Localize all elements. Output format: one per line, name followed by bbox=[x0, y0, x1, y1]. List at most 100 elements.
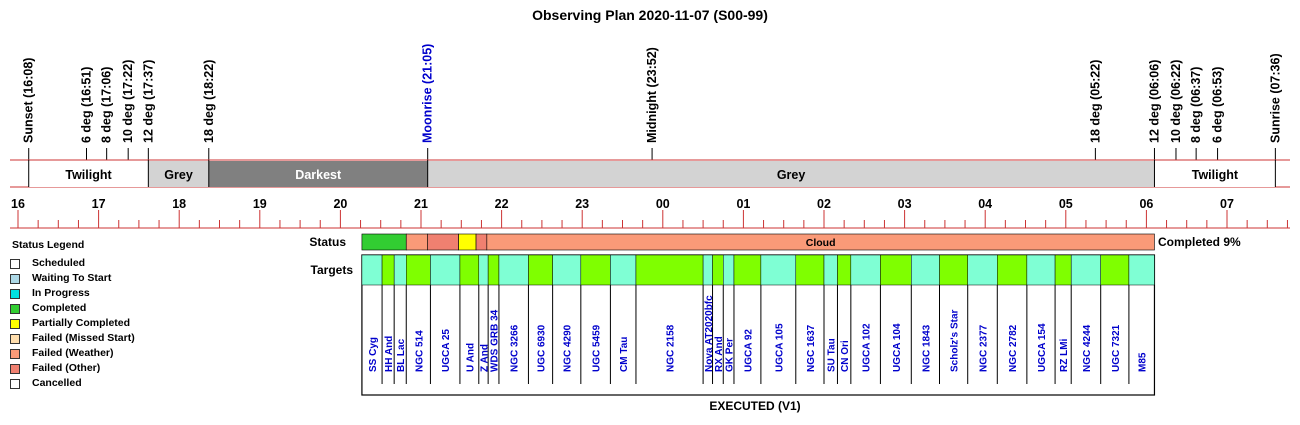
target-block bbox=[393, 254, 407, 286]
legend-item: Failed (Missed Start) bbox=[10, 332, 230, 346]
completed-percent: Completed 9% bbox=[1158, 235, 1241, 249]
hour-label: 23 bbox=[575, 197, 589, 211]
band-label: Grey bbox=[164, 168, 193, 182]
event-label: 10 deg (17:22) bbox=[121, 60, 135, 143]
event-label: 6 deg (06:53) bbox=[1211, 67, 1225, 143]
hour-label: 18 bbox=[172, 197, 186, 211]
legend-swatch bbox=[10, 334, 20, 344]
target-block bbox=[580, 254, 611, 286]
target-name: CN Ori bbox=[840, 340, 851, 372]
target-name: UGCA 92 bbox=[743, 329, 754, 372]
time-axis: 16 17 18 19 20 21 22 23 00 01 02 03 04 05 06 07 bbox=[10, 197, 1290, 229]
legend-label: Failed (Missed Start) bbox=[32, 332, 135, 344]
target-block bbox=[610, 254, 637, 286]
target-name: NGC 4290 bbox=[563, 324, 574, 372]
target-name: RX And bbox=[714, 336, 725, 372]
legend-swatch bbox=[10, 379, 20, 389]
event-label: 12 deg (06:06) bbox=[1147, 60, 1161, 143]
band-label: Darkest bbox=[295, 168, 342, 182]
target-block bbox=[635, 254, 704, 286]
target-name: UGCA 102 bbox=[862, 323, 873, 372]
status-segment bbox=[427, 233, 459, 251]
legend-label: Failed (Weather) bbox=[32, 347, 114, 359]
target-name: UGCA 154 bbox=[1037, 323, 1048, 372]
target-block bbox=[361, 254, 383, 286]
target-block bbox=[1100, 254, 1130, 286]
legend-item: Waiting To Start bbox=[10, 272, 230, 286]
band-fill bbox=[208, 161, 428, 187]
target-block bbox=[939, 254, 968, 286]
target-block bbox=[1070, 254, 1101, 286]
status-segment bbox=[458, 233, 477, 251]
legend-swatch bbox=[10, 304, 20, 314]
hour-label: 19 bbox=[253, 197, 267, 211]
legend-label: Cancelled bbox=[32, 377, 82, 389]
band-label: Twilight bbox=[1192, 168, 1239, 182]
event-markers: Sunset (16:08) 6 deg (16:51) 8 deg (17:06)… bbox=[22, 44, 1282, 160]
target-name: SU Tau bbox=[827, 338, 838, 372]
target-name: HH And bbox=[384, 336, 395, 372]
target-block bbox=[498, 254, 529, 286]
hour-label: 16 bbox=[11, 197, 25, 211]
status-segment bbox=[475, 233, 488, 251]
target-block bbox=[997, 254, 1028, 286]
target-name: NGC 4244 bbox=[1082, 324, 1093, 372]
event-label: Moonrise (21:05) bbox=[421, 44, 435, 143]
event-label: 18 deg (05:22) bbox=[1088, 60, 1102, 143]
event-label: 12 deg (17:37) bbox=[141, 60, 155, 143]
target-block bbox=[1026, 254, 1056, 286]
target-name: Z And bbox=[479, 344, 490, 372]
hour-label: 02 bbox=[817, 197, 831, 211]
legend-swatch bbox=[10, 259, 20, 269]
target-block bbox=[1128, 254, 1155, 286]
legend-item: Partially Completed bbox=[10, 317, 230, 331]
band-fill bbox=[1154, 161, 1276, 187]
legend-label: In Progress bbox=[32, 287, 90, 299]
target-name: NGC 3266 bbox=[510, 324, 521, 372]
legend-swatch bbox=[10, 364, 20, 374]
status-segment bbox=[486, 233, 1155, 251]
target-block bbox=[487, 254, 500, 286]
target-name: NGC 514 bbox=[414, 330, 425, 372]
legend-label: Partially Completed bbox=[32, 317, 131, 329]
event-label: Sunrise (07:36) bbox=[1268, 53, 1282, 143]
target-block bbox=[795, 254, 825, 286]
target-block bbox=[823, 254, 838, 286]
target-block bbox=[552, 254, 582, 286]
target-block bbox=[723, 254, 735, 286]
status-row-label: Status bbox=[309, 235, 346, 249]
target-block bbox=[733, 254, 762, 286]
target-name: RZ LMi bbox=[1059, 338, 1070, 372]
hour-label: 21 bbox=[414, 197, 428, 211]
legend-item: Scheduled bbox=[10, 257, 230, 271]
status-segment-label: Cloud bbox=[806, 237, 836, 249]
plan-title: Observing Plan 2020-11-07 (S00-99) bbox=[532, 7, 768, 23]
target-block bbox=[430, 254, 461, 286]
sky-condition-bands: Twilight Grey Darkest Grey Twilight bbox=[10, 159, 1290, 188]
target-name: UGC 5459 bbox=[592, 324, 603, 372]
band-fill bbox=[28, 161, 149, 187]
target-name: CM Tau bbox=[619, 337, 630, 372]
legend-label: Failed (Other) bbox=[32, 362, 101, 374]
legend-item: Cancelled bbox=[10, 377, 230, 391]
event-label: 10 deg (06:22) bbox=[1169, 60, 1183, 143]
target-block bbox=[880, 254, 912, 286]
target-name: NGC 1637 bbox=[806, 324, 817, 372]
target-name: UGCA 105 bbox=[774, 323, 785, 372]
hour-label: 06 bbox=[1139, 197, 1153, 211]
target-block bbox=[837, 254, 852, 286]
legend-swatch bbox=[10, 274, 20, 284]
target-name: NGC 2782 bbox=[1008, 324, 1019, 372]
target-block bbox=[1054, 254, 1072, 286]
hour-label: 04 bbox=[978, 197, 992, 211]
target-block bbox=[911, 254, 940, 286]
target-timeline: SS Cyg HH And BL Lac NGC 514 UGCA 25 U And Z A… bbox=[361, 254, 1156, 396]
targets-row-label: Targets bbox=[311, 263, 354, 277]
legend-item: In Progress bbox=[10, 287, 230, 301]
target-name: UGCA 104 bbox=[892, 323, 903, 372]
status-segment bbox=[361, 233, 407, 251]
target-name: WDS GRB 34 bbox=[490, 309, 501, 372]
hour-label: 03 bbox=[898, 197, 912, 211]
legend-title: Status Legend bbox=[12, 239, 85, 251]
target-block bbox=[702, 254, 713, 286]
